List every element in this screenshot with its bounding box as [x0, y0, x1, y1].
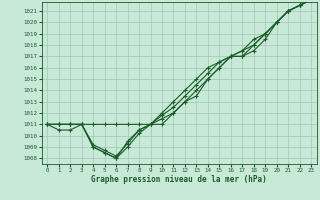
X-axis label: Graphe pression niveau de la mer (hPa): Graphe pression niveau de la mer (hPa)	[91, 175, 267, 184]
